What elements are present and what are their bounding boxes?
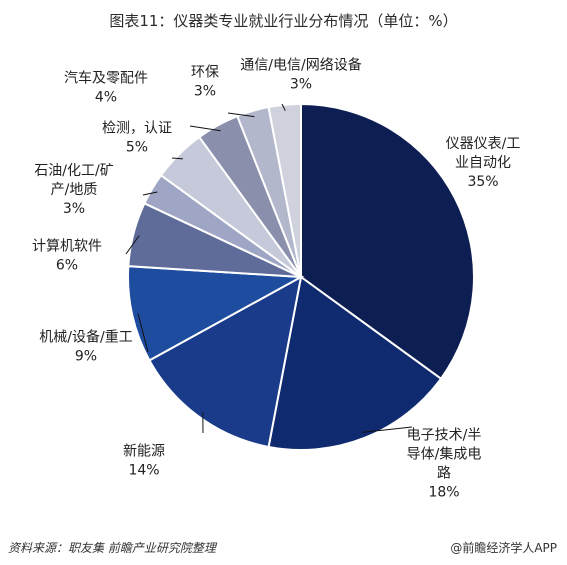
pie-slice bbox=[267, 102, 302, 278]
pie-slice bbox=[300, 102, 476, 381]
leader-line bbox=[142, 191, 158, 196]
slice-label: 新能源 14% bbox=[123, 444, 165, 479]
leader-line bbox=[227, 112, 255, 118]
slice-label: 机械/设备/重工 9% bbox=[39, 329, 132, 365]
brand-credit: @前瞻经济学人APP bbox=[450, 541, 557, 555]
slice-label: 通信/电信/网络设备 3% bbox=[240, 57, 361, 93]
slice-label: 汽车及零配件 4% bbox=[64, 70, 148, 106]
slice-label: 石油/化工/矿产/地质 3% bbox=[34, 163, 113, 217]
slice-label: 仪器仪表/工业自动化 35% bbox=[446, 136, 521, 190]
chart-title: 图表11：仪器类专业就业行业分布情况（单位：%） bbox=[109, 12, 458, 30]
slice-label: 计算机软件 6% bbox=[32, 239, 102, 274]
leader-line bbox=[362, 426, 413, 433]
slice-label: 电子技术/半导体/集成电路 18% bbox=[407, 428, 482, 501]
leader-line bbox=[137, 313, 149, 353]
source-note: 资料来源：职友集 前瞻产业研究院整理 bbox=[8, 541, 216, 555]
leader-lines bbox=[125, 103, 413, 434]
leader-line bbox=[125, 235, 140, 255]
slice-label: 环保 3% bbox=[191, 65, 219, 100]
pie-slice bbox=[148, 275, 303, 449]
pie-slice bbox=[267, 275, 443, 452]
pie-slices bbox=[126, 102, 476, 452]
leader-line bbox=[281, 103, 286, 111]
leader-line bbox=[189, 125, 221, 132]
slice-label: 检测，认证 5% bbox=[102, 121, 172, 156]
leader-line bbox=[171, 157, 183, 160]
slice-labels: 仪器仪表/工业自动化 35% 电子技术/半导体/集成电路 18% 新能源 14% 机械/设备… bbox=[32, 57, 520, 501]
pie-slice bbox=[126, 265, 305, 362]
